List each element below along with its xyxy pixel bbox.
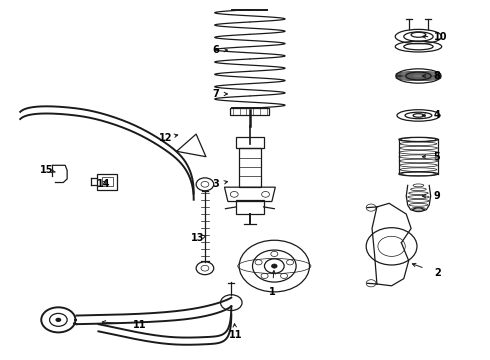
Bar [98, 174, 117, 190]
Text: 11: 11 [228, 330, 242, 340]
Text: 2: 2 [435, 268, 441, 278]
Text: 14: 14 [97, 179, 110, 189]
Text: 12: 12 [159, 133, 172, 143]
Circle shape [55, 318, 61, 322]
Text: 10: 10 [434, 32, 447, 41]
Text: 9: 9 [433, 191, 440, 201]
Bar [230, 108, 270, 115]
Text: 13: 13 [191, 233, 205, 243]
Bar [102, 177, 113, 186]
Text: 5: 5 [433, 152, 440, 162]
Bar [236, 137, 264, 148]
Text: 8: 8 [433, 71, 440, 81]
Text: 15: 15 [40, 165, 54, 175]
Text: 7: 7 [212, 89, 219, 99]
Circle shape [271, 264, 277, 268]
Text: 4: 4 [433, 111, 440, 121]
Text: 11: 11 [133, 320, 147, 330]
Text: 3: 3 [212, 179, 219, 189]
Bar [239, 148, 261, 187]
Text: 6: 6 [212, 45, 219, 55]
Text: 1: 1 [269, 287, 275, 297]
Bar [236, 201, 264, 214]
